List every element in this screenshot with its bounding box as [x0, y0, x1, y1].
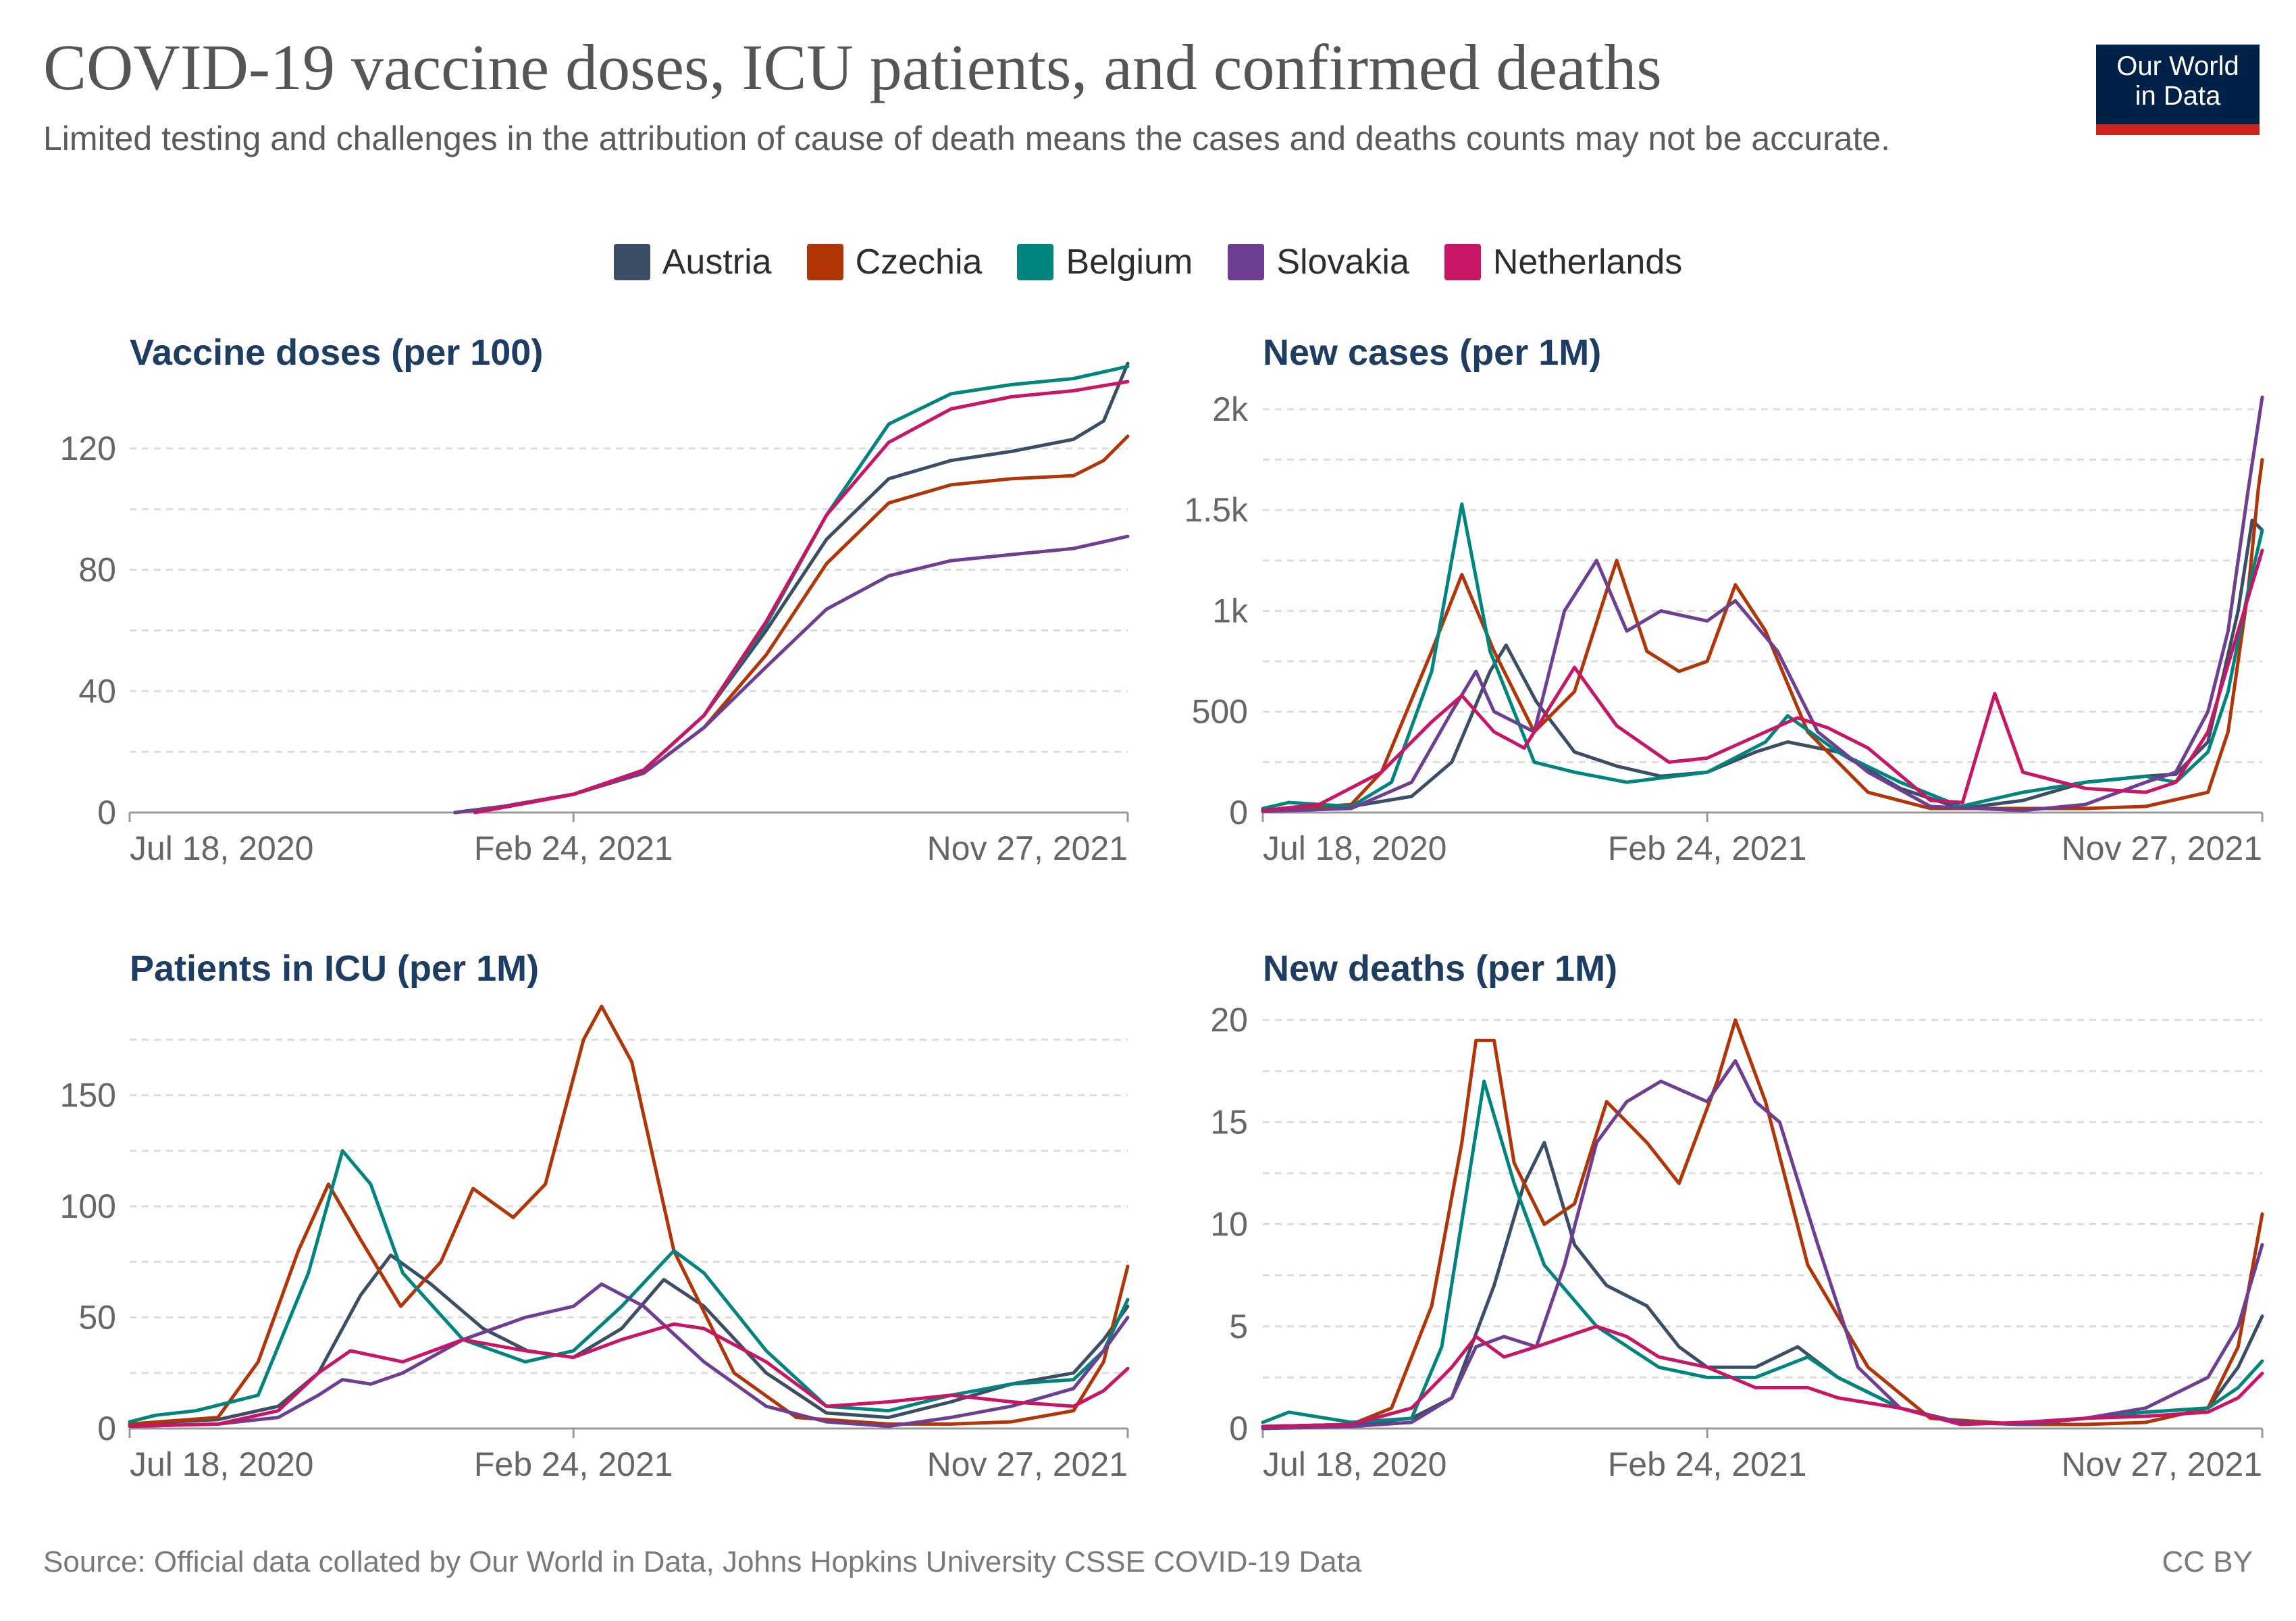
legend-item-czechia[interactable]: Czechia — [806, 242, 983, 282]
icu-patients-x-tick-label: Feb 24, 2021 — [474, 1445, 673, 1483]
legend-label-slovakia: Slovakia — [1276, 242, 1409, 282]
logo-line-1: Our World — [2116, 51, 2239, 81]
legend-swatch-czechia — [806, 244, 843, 280]
vaccine-doses-series-netherlands — [473, 380, 1130, 815]
page-subtitle: Limited testing and challenges in the at… — [43, 120, 1891, 157]
new-cases-series-austria — [1261, 518, 2264, 813]
vaccine-doses-y-tick-label: 80 — [78, 551, 116, 589]
legend: Austria Czechia Belgium Slovakia Netherl… — [0, 242, 2296, 282]
icu-patients-y-tick-label: 0 — [97, 1410, 116, 1447]
vaccine-doses-y-tick-label: 40 — [78, 672, 116, 710]
logo-accent-bar — [2096, 124, 2260, 135]
new-deaths-y-tick-label: 5 — [1229, 1308, 1248, 1345]
new-cases-y-tick-label: 0 — [1229, 794, 1248, 831]
new-cases-y-tick-label: 1k — [1212, 592, 1249, 629]
new-cases-y-tick-label: 1.5k — [1184, 491, 1249, 529]
legend-item-netherlands[interactable]: Netherlands — [1444, 242, 1682, 282]
vaccine-doses-y-tick-label: 0 — [97, 794, 116, 831]
new-deaths-x-tick-label: Feb 24, 2021 — [1608, 1445, 1807, 1483]
legend-swatch-netherlands — [1444, 244, 1481, 280]
icu-patients-chart-title: Patients in ICU (per 1M) — [130, 948, 539, 989]
icu-patients-series-belgium — [128, 1149, 1130, 1424]
new-cases-x-tick-label: Nov 27, 2021 — [2062, 829, 2262, 867]
new-deaths-x-tick-label: Nov 27, 2021 — [2062, 1445, 2262, 1483]
new-deaths-y-tick-label: 20 — [1210, 1001, 1248, 1039]
vaccine-doses-series-austria — [453, 361, 1130, 815]
new-deaths-y-tick-label: 10 — [1210, 1206, 1248, 1243]
new-cases-y-tick-label: 2k — [1212, 390, 1249, 428]
new-cases-series-slovakia — [1261, 395, 2264, 813]
icu-patients-y-tick-label: 150 — [60, 1077, 116, 1114]
legend-label-czechia: Czechia — [855, 242, 983, 282]
new-cases-chart-title: New cases (per 1M) — [1263, 332, 1601, 373]
icu-patients-series-austria — [128, 1253, 1130, 1426]
vaccine-doses-x-tick-label: Nov 27, 2021 — [927, 829, 1128, 867]
new-deaths-series-austria — [1261, 1141, 2264, 1429]
new-cases-y-tick-label: 500 — [1192, 693, 1248, 731]
icu-patients-series-netherlands — [128, 1322, 1130, 1429]
new-cases-series-netherlands — [1261, 548, 2264, 813]
logo-line-2: in Data — [2135, 81, 2221, 111]
vaccine-doses-x-tick-label: Feb 24, 2021 — [474, 829, 673, 867]
new-deaths-series-belgium — [1261, 1079, 2264, 1426]
legend-item-austria[interactable]: Austria — [613, 242, 772, 282]
icu-patients-x-tick-label: Nov 27, 2021 — [927, 1445, 1128, 1483]
icu-patients-y-tick-label: 100 — [60, 1187, 116, 1225]
legend-swatch-slovakia — [1228, 244, 1265, 280]
icu-patients-x-tick-label: Jul 18, 2020 — [130, 1445, 313, 1483]
new-deaths-y-tick-label: 15 — [1210, 1103, 1248, 1141]
footer-license[interactable]: CC BY — [2162, 1545, 2253, 1578]
vaccine-doses-x-tick-label: Jul 18, 2020 — [130, 829, 313, 867]
new-deaths-series-czechia — [1261, 1018, 2264, 1429]
legend-swatch-belgium — [1017, 244, 1054, 280]
legend-label-belgium: Belgium — [1066, 242, 1193, 282]
new-deaths-series-netherlands — [1261, 1324, 2264, 1429]
vaccine-doses-y-tick-label: 120 — [60, 430, 116, 467]
new-cases-x-tick-label: Jul 18, 2020 — [1263, 829, 1446, 867]
legend-item-slovakia[interactable]: Slovakia — [1228, 242, 1409, 282]
legend-item-belgium[interactable]: Belgium — [1017, 242, 1193, 282]
legend-label-austria: Austria — [662, 242, 772, 282]
vaccine-doses-series-czechia — [453, 434, 1130, 815]
legend-label-netherlands: Netherlands — [1492, 242, 1683, 282]
icu-patients-series-slovakia — [128, 1282, 1130, 1429]
footer-source: Source: Official data collated by Our Wo… — [43, 1545, 1362, 1578]
page-title: COVID-19 vaccine doses, ICU patients, an… — [43, 31, 1662, 103]
icu-patients-y-tick-label: 50 — [78, 1299, 116, 1337]
icu-patients-series-czechia — [128, 1004, 1130, 1426]
legend-swatch-austria — [613, 244, 650, 280]
new-deaths-chart-title: New deaths (per 1M) — [1263, 948, 1617, 989]
new-deaths-y-tick-label: 0 — [1229, 1410, 1248, 1447]
owid-logo[interactable]: Our World in Data — [2096, 45, 2260, 135]
new-cases-x-tick-label: Feb 24, 2021 — [1608, 829, 1807, 867]
vaccine-doses-chart-title: Vaccine doses (per 100) — [130, 332, 543, 373]
new-cases-series-czechia — [1261, 458, 2264, 813]
new-deaths-x-tick-label: Jul 18, 2020 — [1263, 1445, 1446, 1483]
